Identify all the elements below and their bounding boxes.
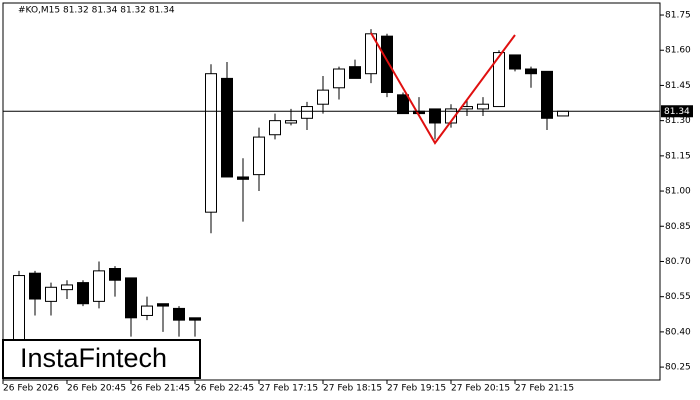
x-tick-label: 27 Feb 19:15 bbox=[387, 384, 446, 394]
x-tick-label: 26 Feb 20:45 bbox=[67, 384, 126, 394]
y-tick-label: 81.60 bbox=[665, 46, 691, 56]
x-tick-label: 27 Feb 20:15 bbox=[451, 384, 510, 394]
candle-body-down bbox=[125, 277, 137, 319]
y-tick-label: 81.45 bbox=[665, 81, 691, 91]
plot-frame bbox=[2, 2, 661, 381]
candle-body-up bbox=[461, 106, 473, 110]
candle-body-down bbox=[29, 272, 41, 300]
candle-body-down bbox=[157, 303, 169, 307]
candle-body-down bbox=[173, 307, 185, 321]
candle-body-up bbox=[333, 68, 345, 89]
y-tick-label: 80.25 bbox=[665, 363, 691, 373]
candle-body-down bbox=[541, 70, 553, 119]
candle-body-up bbox=[557, 110, 569, 117]
x-tick-label: 27 Feb 21:15 bbox=[515, 384, 574, 394]
candle-body-down bbox=[221, 77, 233, 178]
candle-body-up bbox=[269, 120, 281, 136]
candle-body-up bbox=[141, 305, 153, 316]
candle-body-down bbox=[349, 66, 361, 79]
y-tick-label: 81.75 bbox=[665, 11, 691, 21]
x-tick-label: 26 Feb 21:45 bbox=[131, 384, 190, 394]
x-tick-label: 26 Feb 22:45 bbox=[195, 384, 254, 394]
candle-body-down bbox=[525, 68, 537, 75]
candle-body-up bbox=[301, 106, 313, 119]
last-price-label: 81.34 bbox=[664, 107, 690, 117]
x-tick-label: 26 Feb 2026 bbox=[3, 384, 59, 394]
y-tick-label: 81.00 bbox=[665, 187, 691, 197]
y-tick-label: 81.15 bbox=[665, 151, 691, 161]
candle-body-up bbox=[45, 286, 57, 302]
chart-title: #KO,M15 81.32 81.34 81.32 81.34 bbox=[18, 6, 175, 16]
candle-body-down bbox=[109, 268, 121, 281]
candle-body-up bbox=[317, 89, 329, 105]
y-tick-label: 80.85 bbox=[665, 222, 691, 232]
x-tick-label: 27 Feb 18:15 bbox=[323, 384, 382, 394]
candle-body-up bbox=[285, 120, 297, 124]
candle-body-up bbox=[61, 284, 73, 291]
candle-body-down bbox=[509, 54, 521, 70]
pattern-line bbox=[370, 32, 516, 145]
candle-body-down bbox=[77, 282, 89, 305]
candle-body-down bbox=[397, 94, 409, 115]
candle-body-up bbox=[205, 73, 217, 213]
y-tick-label: 80.70 bbox=[665, 257, 691, 267]
candles bbox=[13, 29, 569, 379]
candle-body-up bbox=[93, 270, 105, 302]
logo-box bbox=[2, 339, 201, 379]
candle-body-down bbox=[237, 176, 249, 180]
y-tick-label: 81.30 bbox=[665, 116, 691, 126]
candle-body-down bbox=[429, 108, 441, 124]
y-tick-label: 80.55 bbox=[665, 292, 691, 302]
candle-body-down bbox=[189, 317, 201, 321]
last-price-box bbox=[661, 105, 693, 118]
candle-body-down bbox=[381, 35, 393, 93]
y-tick-label: 80.40 bbox=[665, 327, 691, 337]
candle-body-up bbox=[253, 136, 265, 176]
candle-body-up bbox=[477, 103, 489, 110]
x-tick-label: 27 Feb 17:15 bbox=[259, 384, 318, 394]
logo: InstaFintech bbox=[20, 343, 167, 373]
candle-body-up bbox=[493, 52, 505, 108]
